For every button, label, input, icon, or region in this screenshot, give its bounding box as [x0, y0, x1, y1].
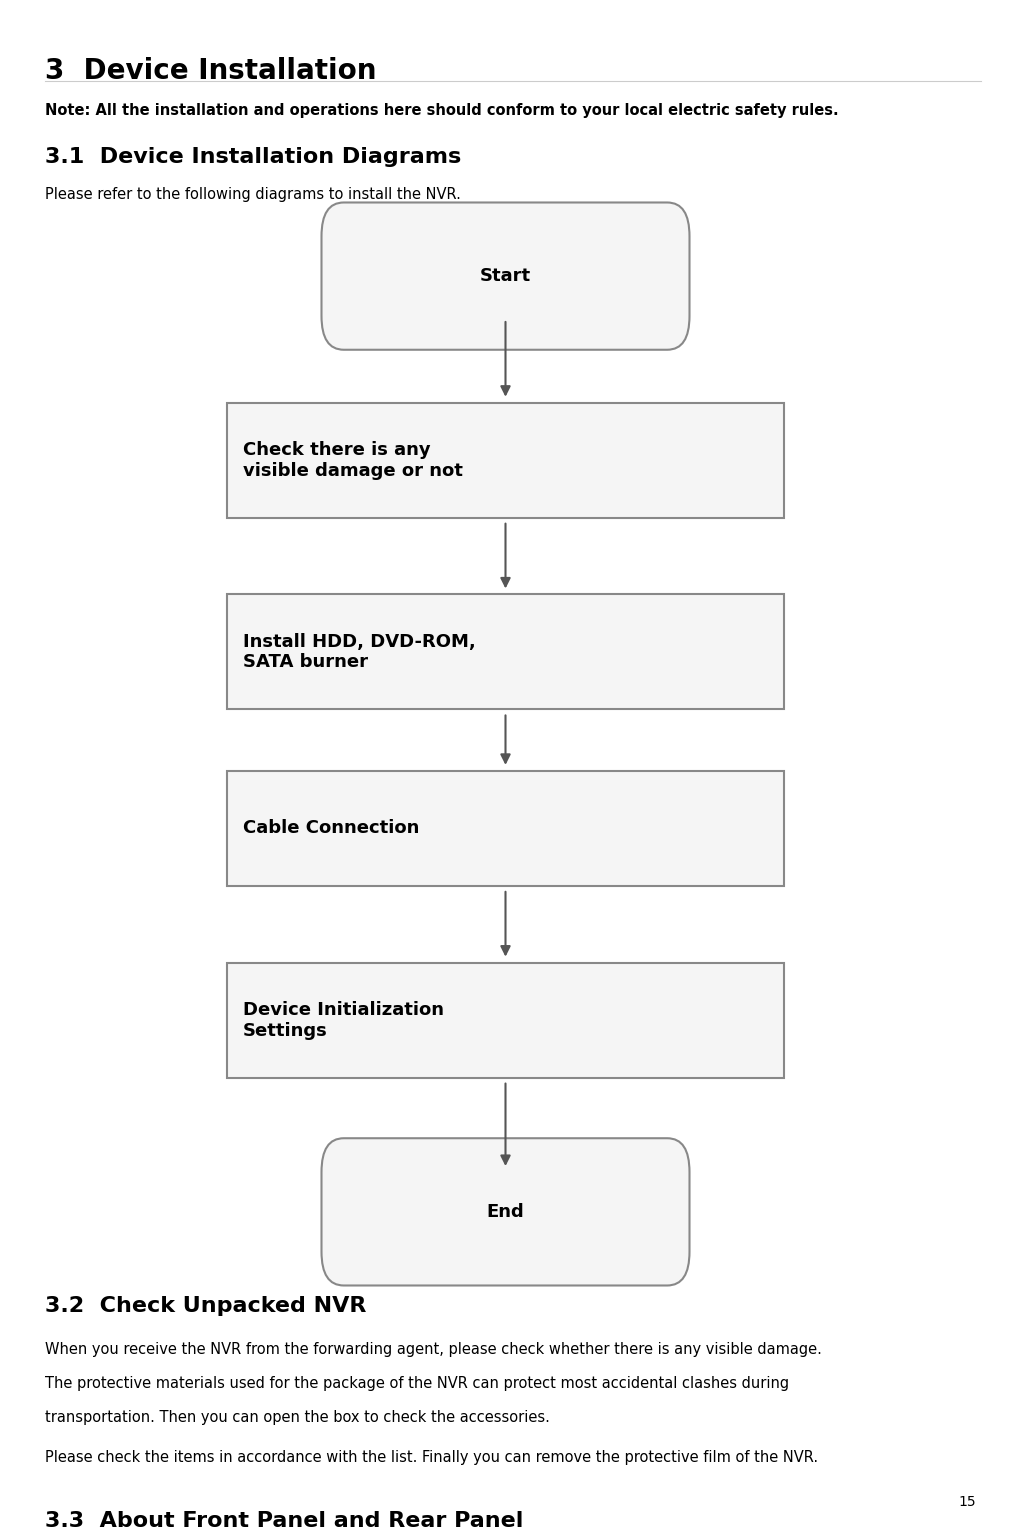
Text: Device Initialization
Settings: Device Initialization Settings — [243, 1000, 444, 1040]
Text: transportation. Then you can open the box to check the accessories.: transportation. Then you can open the bo… — [45, 1410, 550, 1425]
FancyBboxPatch shape — [227, 963, 784, 1077]
Text: Please refer to the following diagrams to install the NVR.: Please refer to the following diagrams t… — [45, 187, 461, 202]
Text: 3.1  Device Installation Diagrams: 3.1 Device Installation Diagrams — [45, 147, 462, 167]
Text: When you receive the NVR from the forwarding agent, please check whether there i: When you receive the NVR from the forwar… — [45, 1342, 822, 1358]
Text: Please check the items in accordance with the list. Finally you can remove the p: Please check the items in accordance wit… — [45, 1450, 819, 1465]
Text: Start: Start — [480, 267, 531, 285]
Text: The protective materials used for the package of the NVR can protect most accide: The protective materials used for the pa… — [45, 1376, 790, 1391]
FancyBboxPatch shape — [321, 1138, 690, 1285]
Text: Check there is any
visible damage or not: Check there is any visible damage or not — [243, 440, 462, 480]
Text: Install HDD, DVD-ROM,
SATA burner: Install HDD, DVD-ROM, SATA burner — [243, 632, 475, 672]
FancyBboxPatch shape — [227, 770, 784, 887]
Text: 3.2  Check Unpacked NVR: 3.2 Check Unpacked NVR — [45, 1296, 367, 1316]
Text: 3.3  About Front Panel and Rear Panel: 3.3 About Front Panel and Rear Panel — [45, 1511, 524, 1531]
FancyBboxPatch shape — [227, 595, 784, 709]
Text: Cable Connection: Cable Connection — [243, 819, 419, 838]
Text: Note: All the installation and operations here should conform to your local elec: Note: All the installation and operation… — [45, 103, 839, 118]
Text: 3  Device Installation: 3 Device Installation — [45, 57, 377, 84]
FancyBboxPatch shape — [321, 202, 690, 350]
Text: 15: 15 — [958, 1496, 976, 1509]
FancyBboxPatch shape — [227, 403, 784, 518]
Text: End: End — [486, 1203, 525, 1221]
